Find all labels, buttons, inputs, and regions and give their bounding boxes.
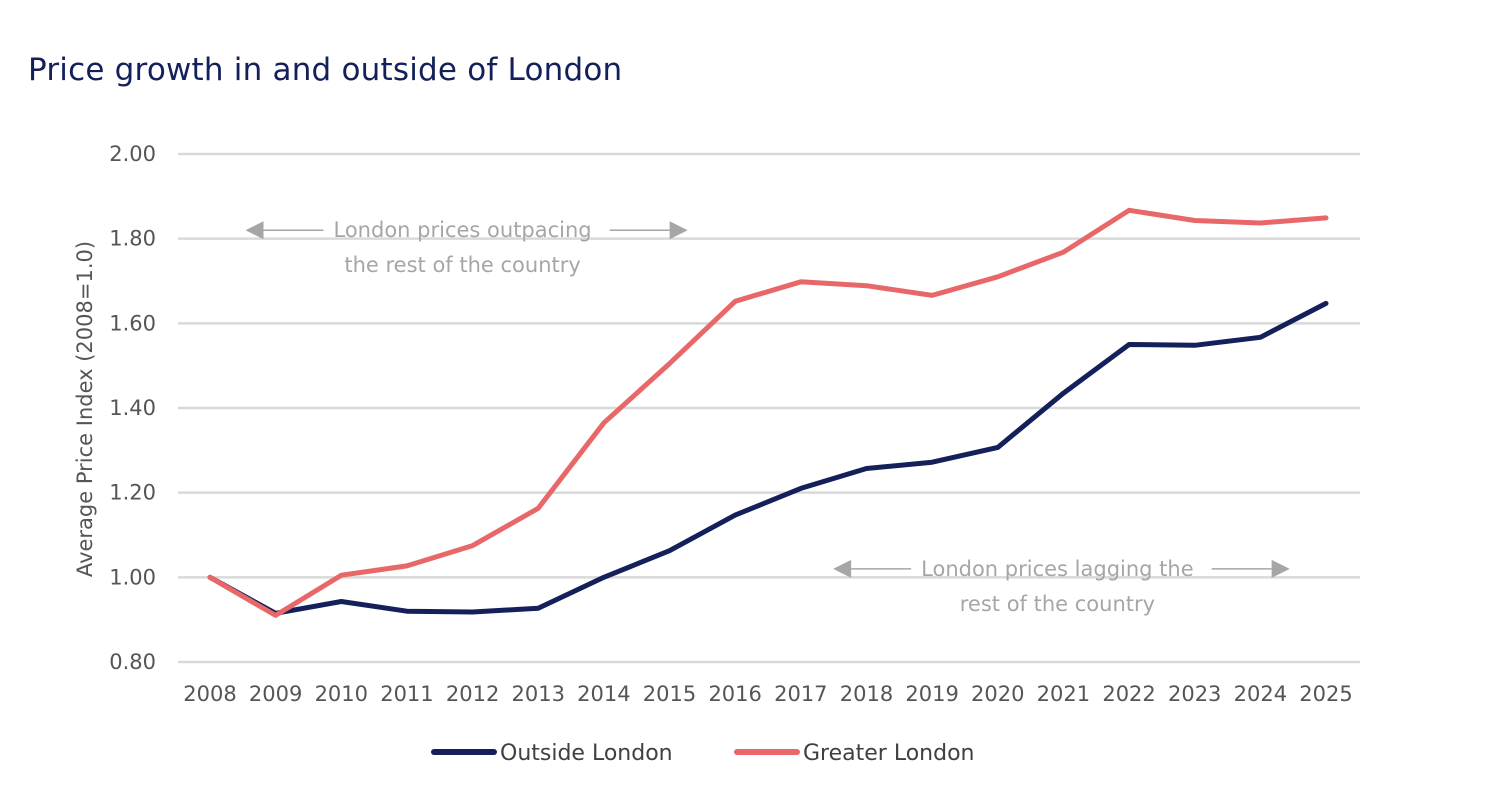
chart-title: Price growth in and outside of London xyxy=(28,52,623,88)
grid-lines xyxy=(178,152,1360,664)
y-tick-label: 1.00 xyxy=(109,565,156,589)
arrow-left-head xyxy=(245,221,264,240)
x-tick-label: 2024 xyxy=(1234,682,1287,706)
x-tick-label: 2021 xyxy=(1037,682,1090,706)
annotation-line-2: rest of the country xyxy=(960,592,1155,616)
x-axis-ticks: 2008 2009 2010 2011 2012 2013 2014 2015 2016 2017… xyxy=(183,682,1352,706)
legend-label: Outside London xyxy=(500,741,673,766)
annotation: London prices outpacing the rest of the c… xyxy=(245,218,688,277)
x-tick-label: 2020 xyxy=(971,682,1024,706)
arrow-left-head xyxy=(833,559,852,578)
x-tick-label: 2016 xyxy=(708,682,761,706)
annotations: London prices outpacing the rest of the c… xyxy=(245,218,1290,616)
x-tick-label: 2015 xyxy=(643,682,696,706)
arrow-right-head xyxy=(669,221,688,240)
arrow-right-head xyxy=(1271,559,1290,578)
y-axis-label: Average Price Index (2008=1.0) xyxy=(73,241,97,577)
x-tick-label: 2013 xyxy=(512,682,565,706)
y-tick-label: 1.20 xyxy=(109,481,156,505)
legend-item: Outside London xyxy=(431,741,673,766)
x-tick-label: 2010 xyxy=(315,682,368,706)
y-tick-label: 1.40 xyxy=(109,396,156,420)
y-tick-label: 1.80 xyxy=(109,227,156,251)
y-axis-ticks: 2.00 1.80 1.60 1.40 1.20 1.00 0.80 xyxy=(109,142,156,674)
x-tick-label: 2009 xyxy=(249,682,302,706)
annotation-line-1: London prices lagging the xyxy=(921,557,1194,581)
x-tick-label: 2017 xyxy=(774,682,827,706)
annotation-line-2: the rest of the country xyxy=(344,253,580,277)
annotation: London prices lagging the rest of the cou… xyxy=(833,557,1290,616)
y-tick-label: 2.00 xyxy=(109,142,156,166)
series-line-greater-london xyxy=(207,207,1329,618)
y-tick-label: 1.60 xyxy=(109,311,156,335)
y-tick-label: 0.80 xyxy=(109,650,156,674)
x-tick-label: 2023 xyxy=(1168,682,1221,706)
legend-label: Greater London xyxy=(803,741,974,766)
series-line-outside-london xyxy=(207,300,1329,616)
series-lines xyxy=(207,207,1329,618)
x-tick-label: 2019 xyxy=(905,682,958,706)
x-tick-label: 2014 xyxy=(577,682,630,706)
legend-item: Greater London xyxy=(734,741,974,766)
annotation-line-1: London prices outpacing xyxy=(334,218,592,242)
x-tick-label: 2022 xyxy=(1102,682,1155,706)
x-tick-label: 2018 xyxy=(840,682,893,706)
x-tick-label: 2025 xyxy=(1299,682,1352,706)
x-tick-label: 2008 xyxy=(183,682,236,706)
legend: Outside London Greater London xyxy=(431,741,974,766)
x-tick-label: 2012 xyxy=(446,682,499,706)
x-tick-label: 2011 xyxy=(380,682,433,706)
